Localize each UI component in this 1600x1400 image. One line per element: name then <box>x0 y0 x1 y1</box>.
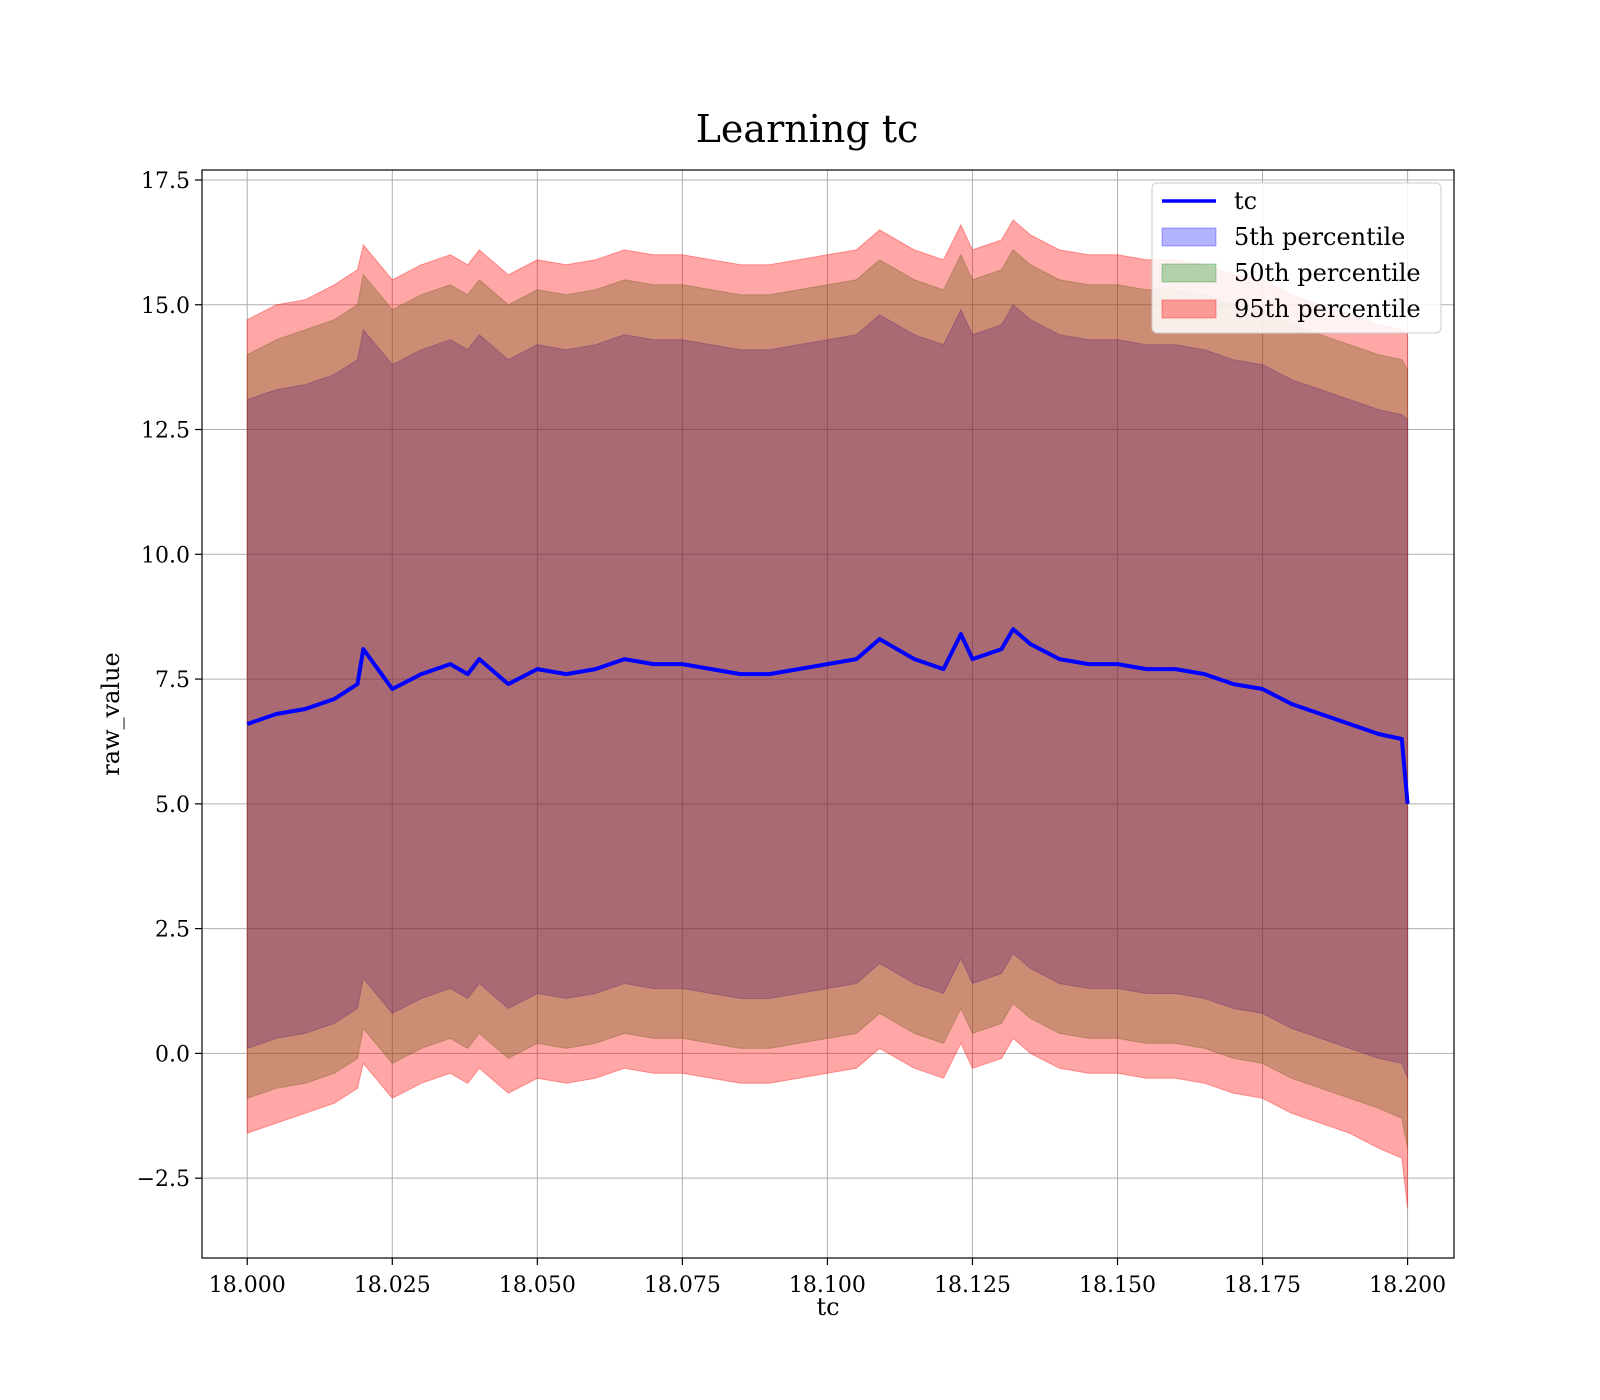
band-50th-percentile <box>246 249 1409 1149</box>
legend-label-50th: 50th percentile <box>1234 259 1421 287</box>
x-tick-label: 18.200 <box>1369 1273 1446 1298</box>
x-tick-label: 18.025 <box>354 1273 431 1298</box>
x-axis-ticks: 18.000 18.025 18.050 18.075 18.100 18.125 18.1… <box>209 1258 1446 1298</box>
y-tick-label: 7.5 <box>155 668 190 693</box>
y-tick-label: 10.0 <box>141 543 190 568</box>
y-tick-label: 2.5 <box>155 918 190 943</box>
legend-box <box>1151 182 1442 334</box>
y-tick-label: 5.0 <box>155 793 190 818</box>
band-95th-percentile <box>246 219 1409 1209</box>
x-axis-label: tc <box>816 1293 839 1321</box>
x-tick-label: 18.075 <box>644 1273 721 1298</box>
legend-label-5th: 5th percentile <box>1234 223 1405 251</box>
y-tick-label: −2.5 <box>137 1167 190 1192</box>
percentile-bands <box>246 219 1409 1209</box>
legend: tc 5th percentile 50th percentile 95th p… <box>1151 182 1442 334</box>
tc-series-line <box>246 627 1410 804</box>
band-5th-percentile <box>246 304 1409 1079</box>
y-axis-ticks: −2.5 0.0 2.5 5.0 7.5 10.0 12.5 15.0 17.5 <box>137 169 202 1192</box>
legend-label-tc: tc <box>1234 187 1257 215</box>
x-tick-label: 18.000 <box>209 1273 286 1298</box>
y-axis-label: raw_value <box>97 652 125 776</box>
x-tick-label: 18.100 <box>789 1273 866 1298</box>
x-tick-label: 18.125 <box>934 1273 1011 1298</box>
x-tick-label: 18.175 <box>1224 1273 1301 1298</box>
legend-swatch-50th <box>1161 263 1217 283</box>
y-tick-label: 17.5 <box>141 169 190 194</box>
grid-lines <box>202 170 1454 1258</box>
y-tick-label: 0.0 <box>155 1042 190 1067</box>
legend-swatch-95th <box>1161 299 1217 319</box>
x-tick-label: 18.150 <box>1079 1273 1156 1298</box>
y-tick-label: 15.0 <box>141 294 190 319</box>
legend-label-95th: 95th percentile <box>1234 295 1421 323</box>
chart-title: Learning tc <box>696 107 919 151</box>
x-tick-label: 18.050 <box>499 1273 576 1298</box>
legend-swatch-5th <box>1161 227 1217 247</box>
y-tick-label: 12.5 <box>141 419 190 444</box>
tc-line-layer <box>246 627 1410 804</box>
